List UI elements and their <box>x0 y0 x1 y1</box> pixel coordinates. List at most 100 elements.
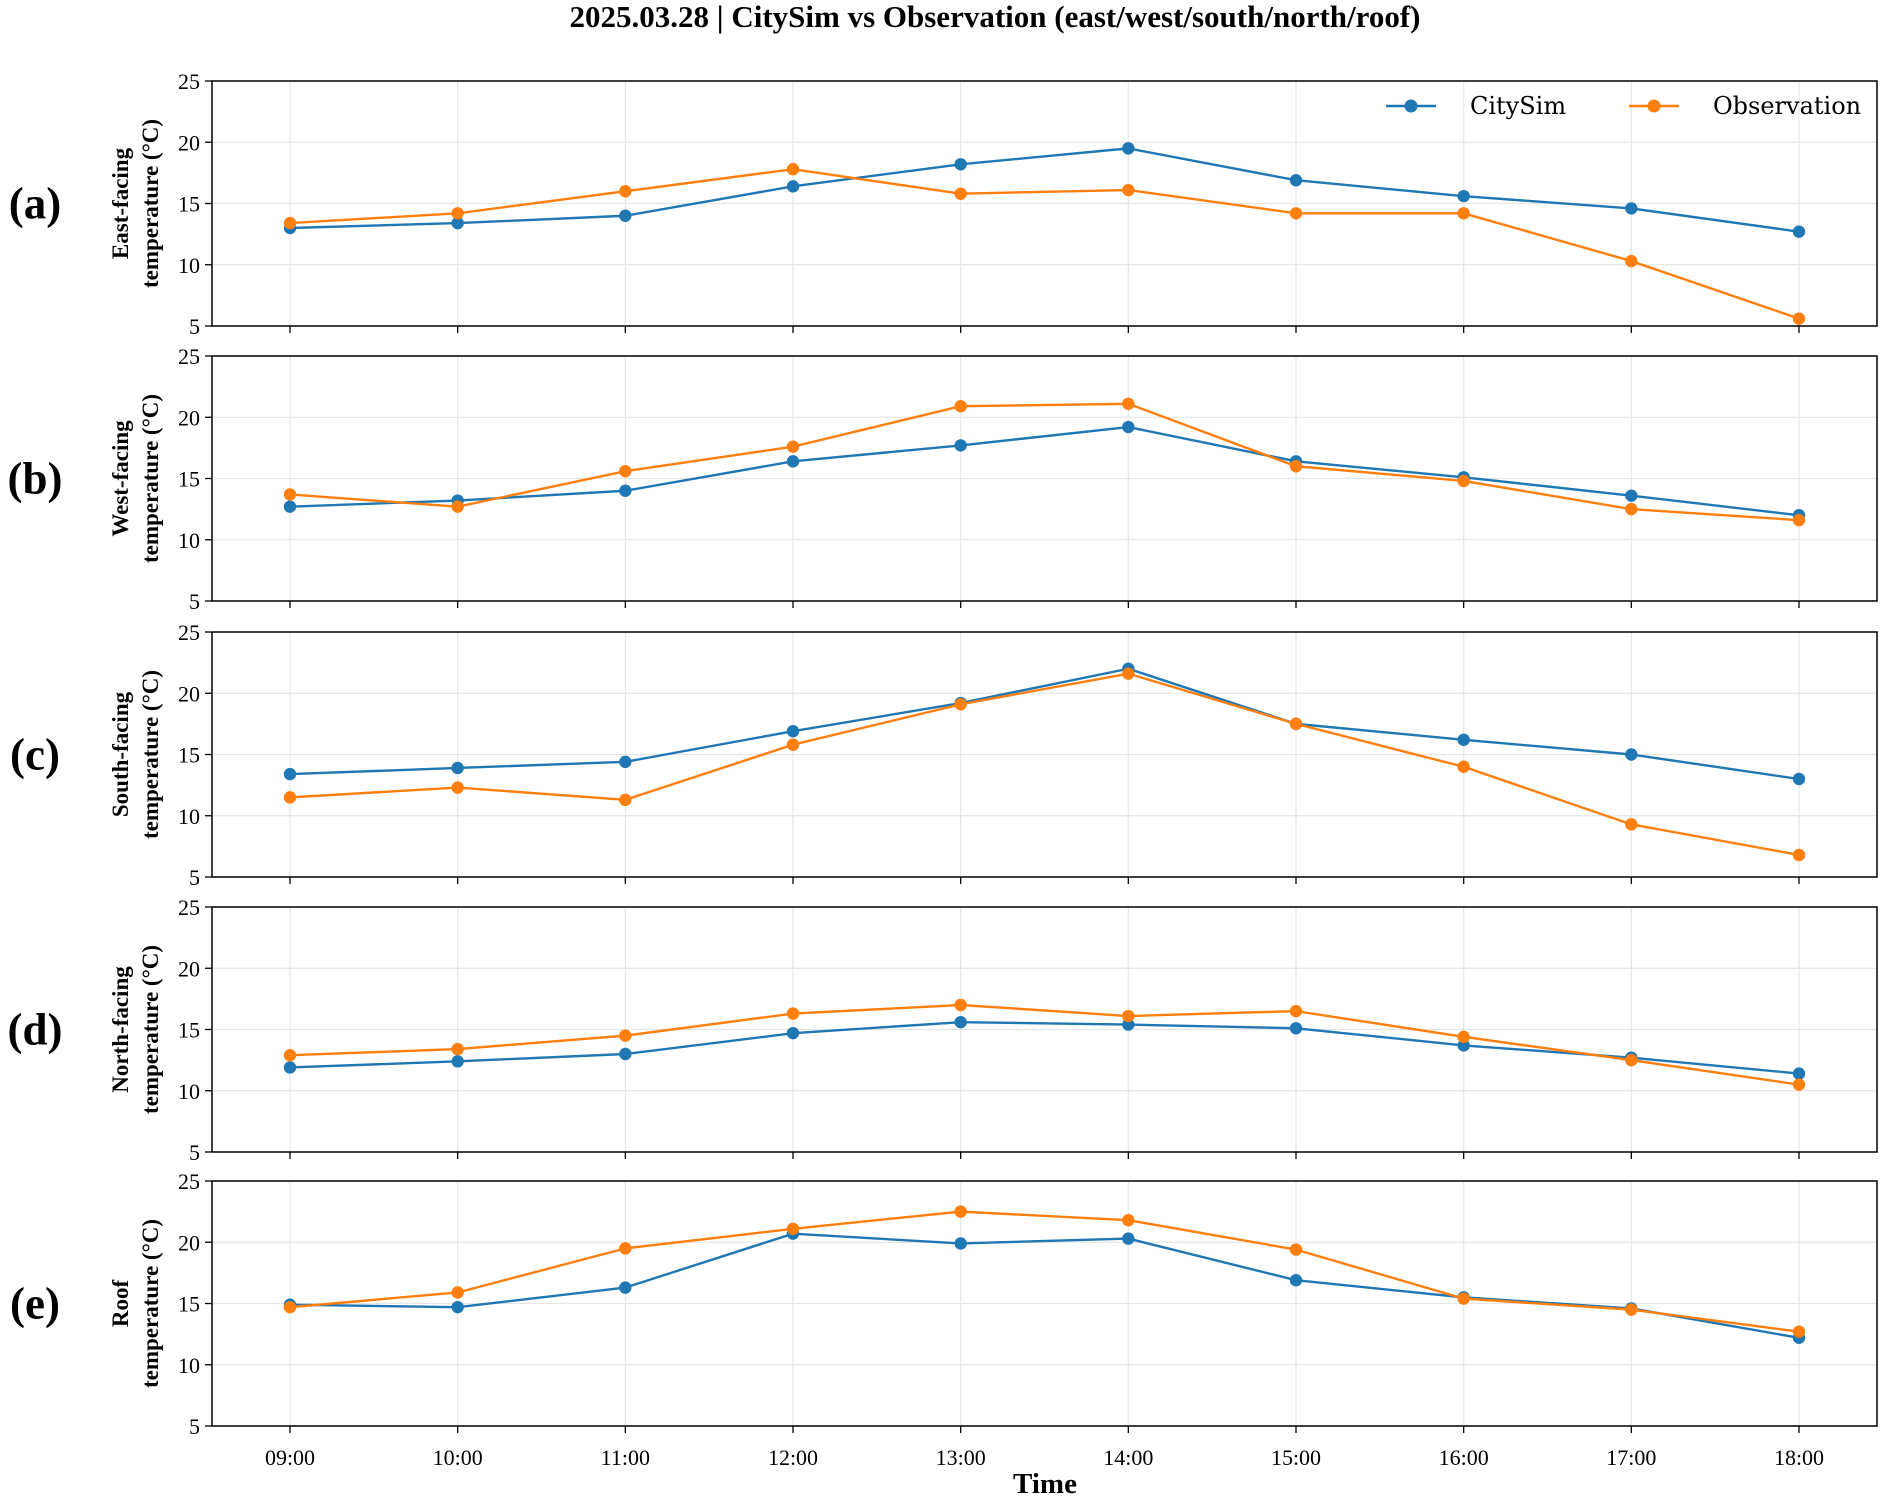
y-tick-label: 20 <box>178 1230 200 1255</box>
panel-label: (c) <box>10 730 60 780</box>
data-point-observation <box>1122 397 1135 410</box>
data-point-citysim <box>619 755 632 769</box>
y-axis-label: South-facing temperature (°C) <box>108 670 163 839</box>
panel-label: (d) <box>8 1005 63 1055</box>
data-point-citysim <box>1457 733 1470 746</box>
chart-panel: 5 10 15 20 25 West-facing temperature (°C) (b) <box>8 344 1878 614</box>
data-point-observation <box>1792 848 1806 862</box>
series-line-citysim <box>289 1232 1800 1339</box>
y-axis-label-line: temperature (°C) <box>138 394 163 563</box>
y-tick-label: 15 <box>178 1018 200 1043</box>
data-point-observation <box>1289 207 1303 220</box>
data-point-observation <box>451 781 464 794</box>
x-tick-label: 13:00 <box>936 1445 986 1470</box>
y-axis-label-line: temperature (°C) <box>138 945 163 1114</box>
y-tick-label: 5 <box>189 865 200 890</box>
data-point-observation <box>954 1205 967 1218</box>
axes-frame <box>211 355 1878 602</box>
data-point-observation <box>786 163 800 176</box>
series-line-citysim <box>289 1020 1800 1075</box>
data-point-observation <box>451 1042 464 1056</box>
data-point-observation <box>1122 1214 1135 1227</box>
y-tick-label: 25 <box>178 344 200 369</box>
axes-frame <box>211 1180 1878 1427</box>
data-point-observation <box>619 464 632 478</box>
y-axis-label-line: West-facing <box>108 420 133 537</box>
data-point-observation <box>283 216 297 230</box>
data-point-observation <box>1625 1303 1638 1316</box>
data-point-observation <box>1289 717 1303 731</box>
data-point-observation <box>954 400 967 413</box>
y-tick-label: 10 <box>178 1079 200 1104</box>
y-tick-label: 25 <box>178 620 200 645</box>
data-point-citysim <box>283 767 297 781</box>
y-tick-label: 10 <box>178 253 200 278</box>
series-line-citysim <box>289 147 1800 233</box>
x-tick-label: 17:00 <box>1606 1445 1656 1470</box>
y-axis-label-line: temperature (°C) <box>138 670 163 839</box>
data-point-observation <box>1457 207 1470 220</box>
x-tick-label: 16:00 <box>1439 1445 1489 1470</box>
data-point-observation <box>1625 254 1638 268</box>
data-point-citysim <box>1122 420 1135 434</box>
data-point-citysim <box>283 1061 297 1074</box>
axes-frame <box>211 80 1878 327</box>
y-tick-label: 5 <box>189 589 200 614</box>
data-point-observation <box>1289 1004 1303 1018</box>
data-point-citysim <box>1625 748 1638 761</box>
y-tick-label: 5 <box>189 314 200 339</box>
data-point-observation <box>1792 513 1806 527</box>
data-point-observation <box>1457 760 1470 773</box>
x-tick-label: 14:00 <box>1103 1445 1153 1470</box>
data-point-observation <box>619 793 632 807</box>
data-point-citysim <box>451 1300 464 1314</box>
data-point-observation <box>283 1049 297 1062</box>
legend-label: CitySim <box>1470 92 1566 120</box>
data-point-observation <box>1289 460 1303 473</box>
data-point-citysim <box>1122 142 1135 155</box>
data-point-observation <box>1457 474 1470 488</box>
series-line-citysim <box>289 667 1800 781</box>
y-tick-label: 25 <box>178 69 200 94</box>
y-axis-label: Roof temperature (°C) <box>108 1219 163 1388</box>
data-point-citysim <box>619 1281 632 1294</box>
y-tick-label: 10 <box>178 528 200 553</box>
axes-frame <box>211 631 1878 878</box>
panel-label: (a) <box>9 179 61 229</box>
x-tick-label: 09:00 <box>265 1445 315 1470</box>
y-axis-label-line: temperature (°C) <box>138 119 163 288</box>
data-point-observation <box>1289 1243 1303 1256</box>
y-tick-label: 15 <box>178 743 200 768</box>
x-tick-label: 10:00 <box>433 1445 483 1470</box>
data-point-observation <box>1792 1078 1806 1091</box>
panel-label: (b) <box>8 454 63 504</box>
x-tick-label: 15:00 <box>1271 1445 1321 1470</box>
y-axis-label: North-facing temperature (°C) <box>108 945 163 1114</box>
data-point-citysim <box>1792 772 1806 786</box>
series-line-observation <box>289 1003 1800 1086</box>
series-line-observation <box>289 167 1800 320</box>
data-point-observation <box>451 1286 464 1299</box>
y-axis-label-line: North-facing <box>108 966 133 1093</box>
data-point-observation <box>786 1222 800 1235</box>
legend-label: Observation <box>1713 92 1861 120</box>
x-tick-label: 12:00 <box>768 1445 818 1470</box>
y-axis-label-line: South-facing <box>108 691 133 817</box>
data-point-citysim <box>1289 1022 1303 1035</box>
x-tick-label: 11:00 <box>601 1445 650 1470</box>
y-tick-label: 15 <box>178 1292 200 1317</box>
data-point-citysim <box>1625 202 1638 215</box>
y-tick-label: 20 <box>178 956 200 981</box>
data-point-observation <box>1457 1292 1470 1305</box>
panel-label: (e) <box>10 1279 60 1329</box>
data-point-citysim <box>786 455 800 468</box>
data-point-citysim <box>786 180 800 193</box>
data-point-citysim <box>1457 189 1470 203</box>
chart-panel: 5 10 15 20 25 North-facing temperature (°C) (d) <box>8 895 1878 1165</box>
data-point-citysim <box>786 725 800 738</box>
data-point-citysim <box>1792 225 1806 238</box>
data-point-observation <box>619 185 632 198</box>
data-point-observation <box>283 488 297 501</box>
legend: CitySim Observation <box>1386 92 1861 120</box>
